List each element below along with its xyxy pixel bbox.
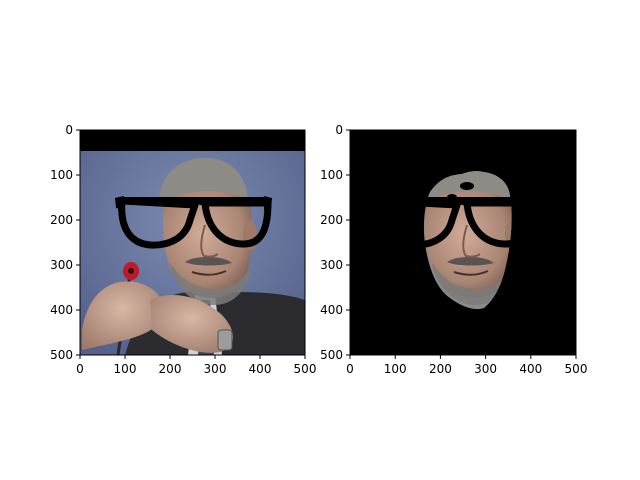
left-x-tick-label: 0 <box>76 362 84 376</box>
right-y-tick-label: 100 <box>320 168 343 182</box>
left-axes-frame <box>79 129 306 356</box>
left-y-tick-label: 0 <box>65 123 73 137</box>
right-y-tick-label: 0 <box>335 123 343 137</box>
left-x-tick-label: 300 <box>204 362 227 376</box>
right-x-tick-label: 300 <box>474 362 497 376</box>
right-y-tick-label: 500 <box>320 348 343 362</box>
left-x-tick-label: 100 <box>114 362 137 376</box>
right-x-tick-label: 200 <box>429 362 452 376</box>
left-y-tick-label: 400 <box>50 303 73 317</box>
right-y-tick-label: 400 <box>320 303 343 317</box>
left-y-tick-label: 300 <box>50 258 73 272</box>
right-x-tick-label: 100 <box>384 362 407 376</box>
left-x-tick-label: 200 <box>159 362 182 376</box>
right-x-tick-label: 0 <box>346 362 354 376</box>
left-y-tick-label: 500 <box>50 348 73 362</box>
right-image-panel <box>350 130 576 355</box>
left-y-tick-label: 100 <box>50 168 73 182</box>
right-y-tick-label: 200 <box>320 213 343 227</box>
left-x-tick-label: 500 <box>294 362 317 376</box>
left-x-tick-label: 400 <box>249 362 272 376</box>
right-x-tick-label: 500 <box>565 362 588 376</box>
right-axes-frame <box>349 129 577 356</box>
right-x-tick-label: 400 <box>519 362 542 376</box>
right-y-tick-label: 300 <box>320 258 343 272</box>
left-image-panel <box>80 130 305 355</box>
left-y-tick-label: 200 <box>50 213 73 227</box>
